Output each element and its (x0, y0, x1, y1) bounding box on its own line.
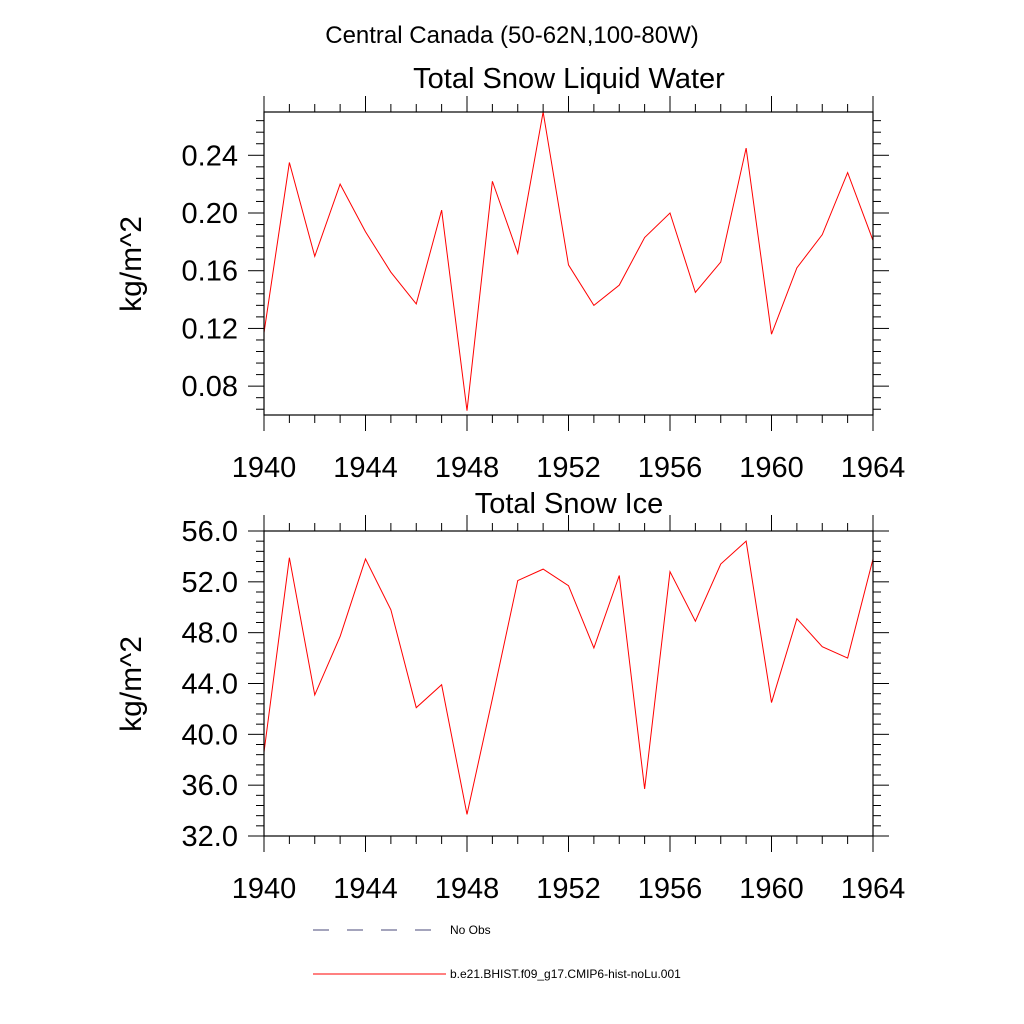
y-tick-label: 44.0 (182, 669, 238, 701)
plot-frame-snow-ice (263, 530, 874, 837)
y-tick-label: 0.08 (182, 371, 238, 403)
x-tick-label: 1952 (536, 452, 601, 484)
x-tick-label: 1948 (435, 452, 500, 484)
y-axis-label-snow-liquid-water: kg/m^2 (115, 216, 148, 312)
x-tick-label: 1964 (841, 452, 906, 484)
plot-frame-snow-liquid-water (263, 111, 874, 416)
y-tick-label: 0.12 (182, 313, 238, 345)
y-tick-label: 40.0 (182, 719, 238, 751)
y-tick-label: 0.20 (182, 198, 238, 230)
panel-title-snow-liquid-water: Total Snow Liquid Water (413, 63, 725, 95)
legend-label-no-obs: No Obs (450, 923, 491, 937)
tick-labels-snow-ice: 1940 1944 1948 1952 1956 1960 1964 32.0 36.0 40.0… (182, 516, 906, 905)
series-line-snow-ice (263, 540, 874, 815)
legend-label-model-run: b.e21.BHIST.f09_g17.CMIP6-hist-noLu.001 (450, 967, 681, 981)
tick-labels-snow-liquid-water: 1940 1944 1948 1952 1956 1960 1964 0.08 0.12 0.16… (182, 140, 906, 484)
y-tick-label: 56.0 (182, 516, 238, 548)
x-tick-label: 1956 (638, 873, 703, 905)
y-tick-label: 48.0 (182, 618, 238, 650)
legend: No Obs b.e21.BHIST.f09_g17.CMIP6-hist-no… (313, 923, 681, 981)
y-tick-label: 0.24 (182, 140, 238, 172)
y-tick-label: 0.16 (182, 256, 238, 288)
figure-suptitle: Central Canada (50-62N,100-80W) (325, 22, 699, 49)
x-tick-label: 1940 (232, 452, 297, 484)
y-axis-label-snow-ice: kg/m^2 (115, 636, 148, 732)
panel-title-snow-ice: Total Snow Ice (475, 488, 664, 520)
y-tick-label: 52.0 (182, 567, 238, 599)
x-tick-label: 1960 (739, 873, 804, 905)
x-tick-label: 1948 (435, 873, 500, 905)
y-tick-label: 32.0 (182, 821, 238, 853)
x-tick-label: 1956 (638, 452, 703, 484)
x-tick-label: 1960 (739, 452, 804, 484)
x-tick-label: 1940 (232, 873, 297, 905)
y-tick-label: 36.0 (182, 770, 238, 802)
x-tick-label: 1944 (333, 452, 398, 484)
series-line-snow-liquid-water (263, 111, 874, 411)
panel-snow-liquid-water: Total Snow Liquid Water kg/m^2 1940 1944 1… (115, 63, 905, 484)
x-tick-label: 1944 (333, 873, 398, 905)
axis-ticks-snow-ice (248, 515, 889, 852)
panel-snow-ice: Total Snow Ice kg/m^2 1940 1944 1948 1952 19… (115, 488, 905, 905)
x-tick-label: 1964 (841, 873, 906, 905)
x-tick-label: 1952 (536, 873, 601, 905)
axis-ticks-snow-liquid-water (248, 96, 889, 431)
